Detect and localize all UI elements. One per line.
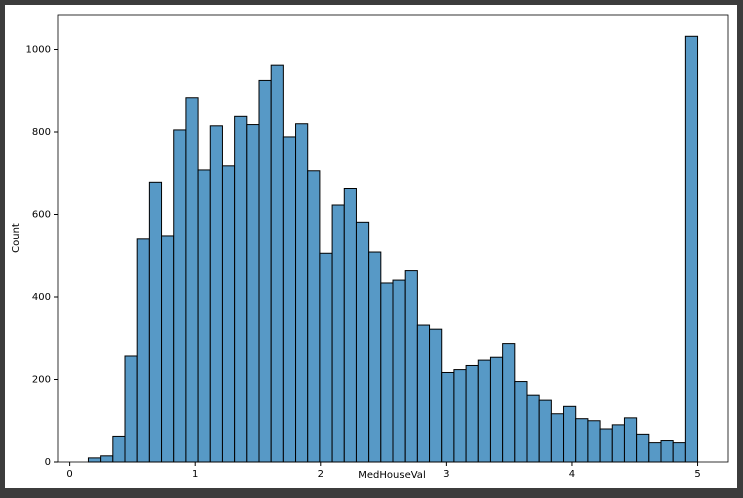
bar <box>87 457 102 463</box>
bar <box>148 181 163 463</box>
x-tick-label: 3 <box>443 469 449 480</box>
x-tick-label: 1 <box>192 469 198 480</box>
bar <box>124 355 138 463</box>
bar <box>441 371 455 463</box>
x-axis-label: MedHouseVal <box>358 470 425 481</box>
y-tick-label: 600 <box>32 209 51 220</box>
y-tick-label: 1000 <box>26 44 51 55</box>
bar <box>684 35 699 463</box>
bar <box>161 235 175 463</box>
bar <box>623 417 638 463</box>
bar <box>648 442 662 463</box>
y-axis-label: Count <box>11 223 22 253</box>
bar <box>611 424 625 463</box>
bar <box>489 356 504 463</box>
bar <box>538 399 552 463</box>
bar <box>258 79 272 463</box>
bar <box>672 442 686 463</box>
bar <box>429 328 443 463</box>
bar <box>392 279 406 463</box>
bar <box>307 170 321 463</box>
bar <box>343 188 357 463</box>
bar <box>660 440 674 463</box>
bar <box>453 369 467 463</box>
bar <box>465 364 479 463</box>
bar <box>100 455 114 463</box>
bar <box>246 124 260 463</box>
bar <box>295 123 309 463</box>
bar <box>416 324 431 463</box>
plot-frame <box>57 14 729 463</box>
bar <box>368 251 382 463</box>
bar <box>221 165 236 463</box>
y-tick-label: 800 <box>32 127 51 138</box>
bar <box>185 97 199 463</box>
bar <box>526 394 540 463</box>
bar <box>587 420 601 463</box>
bar <box>197 169 211 463</box>
bar <box>209 125 223 463</box>
bar <box>550 413 565 463</box>
bar <box>380 282 394 463</box>
x-tick-label: 2 <box>318 469 324 480</box>
bar <box>477 359 491 463</box>
bar <box>270 64 284 463</box>
bar <box>234 115 248 463</box>
x-tick-label: 4 <box>569 469 575 480</box>
y-tick-label: 200 <box>32 374 51 385</box>
bar <box>112 435 126 463</box>
bar <box>575 418 589 463</box>
bar <box>282 136 297 463</box>
bar <box>514 381 528 463</box>
bar <box>563 405 577 463</box>
y-tick-label: 400 <box>32 292 51 303</box>
bar <box>404 270 418 463</box>
x-tick-label: 0 <box>66 469 72 480</box>
bar <box>319 252 333 463</box>
bar <box>636 433 650 463</box>
bar <box>502 343 516 463</box>
bar <box>136 238 150 463</box>
y-tick-label: 0 <box>45 457 51 468</box>
x-tick-label: 5 <box>694 469 700 480</box>
bar <box>355 221 370 463</box>
bar <box>599 428 613 463</box>
bar <box>173 129 187 463</box>
bar <box>331 204 345 463</box>
